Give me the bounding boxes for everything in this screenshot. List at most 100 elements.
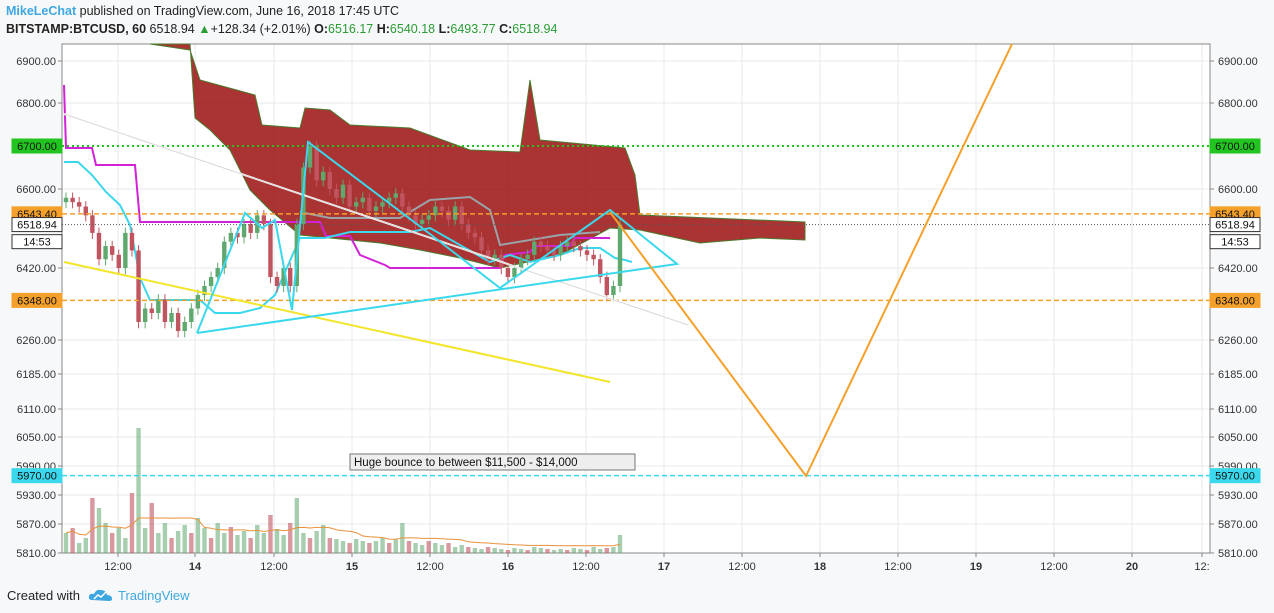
close-label: C:: [499, 22, 513, 36]
price-label-box: [1209, 138, 1261, 154]
candle-body: [182, 322, 187, 331]
candle-body: [598, 259, 603, 277]
volume-bar: [175, 531, 181, 553]
candle-body: [393, 193, 398, 198]
price-label-box: [11, 138, 63, 154]
price-label-text: 6700.00: [17, 141, 57, 153]
volume-bar: [617, 535, 623, 553]
candle-body: [406, 206, 412, 216]
candle-body: [175, 313, 181, 331]
time-tick-label: 12:00: [104, 561, 132, 573]
time-axis[interactable]: 12:00 14 12:00 15 12:00 16 12:00 17 12:00 18 12:00…: [104, 553, 1210, 573]
volume-bar: [538, 548, 544, 553]
volume-bar: [63, 533, 69, 553]
left-tick-label: 6600.00: [16, 184, 56, 196]
time-tick-label: 12:00: [260, 561, 288, 573]
volume-bar: [353, 539, 359, 553]
created-with-text: Created with: [7, 588, 80, 603]
time-tick-label: 14: [189, 561, 202, 573]
price-label-text: 6518.94: [17, 220, 57, 232]
low-value: 6493.77: [450, 22, 496, 36]
candle-body: [228, 232, 234, 242]
volume-bar: [307, 538, 313, 553]
volume-bar: [558, 549, 563, 553]
ichimoku-cloud: [149, 43, 806, 269]
volume-bar: [103, 523, 108, 553]
candle-body: [538, 241, 544, 247]
volume-bar: [182, 525, 187, 553]
candle-body: [373, 206, 379, 211]
candle-body: [426, 215, 431, 220]
right-price-axis[interactable]: 6900.00 6800.00 6600.00 6420.00 6260.00 6185.…: [1210, 56, 1258, 560]
volume-bar: [116, 528, 121, 553]
right-tick-label: 5870.00: [1218, 519, 1258, 531]
author-link[interactable]: MikeLeChat: [6, 4, 77, 18]
candle-body: [288, 268, 293, 286]
symbol-label[interactable]: BITSTAMP:BTCUSD, 60: [6, 22, 147, 36]
price-label-text: 6348.00: [17, 295, 57, 307]
time-tick-label: 18: [814, 561, 826, 573]
price-chart[interactable]: Huge bounce to between $11,500 - $14,000…: [0, 0, 1274, 578]
volume-bar: [393, 539, 398, 553]
volume-bar: [129, 493, 135, 553]
volume-bar: [598, 549, 603, 553]
time-tick-label: 20: [1126, 561, 1138, 573]
annotation-box[interactable]: Huge bounce to between $11,500 - $14,000: [349, 453, 636, 471]
candle-body: [446, 210, 451, 220]
triangle-pattern: [196, 140, 680, 334]
candle-body: [116, 254, 121, 268]
volume-bar: [208, 538, 214, 553]
right-tick-label: 6420.00: [1218, 263, 1258, 275]
candle-body: [314, 146, 319, 181]
volume-bar: [142, 528, 148, 553]
left-price-axis[interactable]: 6900.00 6800.00 6600.00 6420.00 6260.00 6185.…: [16, 56, 62, 560]
time-tick-label: 16: [502, 561, 514, 573]
trend-drawings: [63, 43, 1013, 478]
volume-bar: [406, 541, 412, 553]
volume-bar: [268, 515, 273, 553]
tradingview-cloud-icon[interactable]: [88, 587, 114, 603]
volume-bar: [386, 543, 392, 553]
candle-body: [215, 268, 220, 277]
ohlc-line: BITSTAMP:BTCUSD, 60 6518.94 ▲+128.34 (+2…: [6, 22, 557, 36]
price-label-box: [11, 468, 63, 484]
candle-body: [433, 206, 438, 216]
volume-bar: [426, 541, 431, 553]
candle-body: [512, 268, 517, 277]
candle-body: [439, 206, 445, 211]
candle-body: [492, 254, 497, 260]
volume-bar: [485, 547, 491, 553]
candle-body: [307, 146, 313, 168]
price-label-box: [11, 217, 63, 233]
volume-bar: [261, 533, 267, 553]
candle-body: [123, 232, 128, 268]
low-label: L:: [438, 22, 451, 36]
publish-line: MikeLeChat published on TradingView.com,…: [6, 4, 399, 18]
candle-body: [617, 224, 623, 286]
volume-bar: [347, 543, 352, 553]
downtrend-line-outline: [63, 113, 689, 326]
volume-bar: [321, 525, 326, 553]
volume-bar: [380, 538, 385, 553]
lagging-span-line: [299, 195, 601, 247]
left-tick-label: 6420.00: [16, 263, 56, 275]
price-label-text: 14:53: [23, 237, 51, 249]
candle-body: [142, 308, 148, 322]
time-tick-label: 19: [970, 561, 982, 573]
open-value: 6516.17: [328, 22, 374, 36]
volume-bar: [340, 541, 346, 553]
volume-bar: [202, 528, 207, 553]
tradingview-brand-link[interactable]: TradingView: [118, 588, 190, 603]
candle-body: [76, 202, 82, 207]
footer: Created with TradingView: [0, 578, 1274, 613]
candle-body: [136, 250, 141, 322]
candle-body: [208, 277, 214, 286]
candle-body: [109, 246, 115, 255]
time-tick-label: 17: [658, 561, 670, 573]
time-tick-label: 12:00: [416, 561, 444, 573]
volume-bar: [149, 503, 154, 553]
candle-body: [472, 232, 478, 238]
candle-body: [149, 308, 154, 313]
right-tick-label: 6900.00: [1218, 56, 1258, 68]
volume-bar: [169, 538, 174, 553]
